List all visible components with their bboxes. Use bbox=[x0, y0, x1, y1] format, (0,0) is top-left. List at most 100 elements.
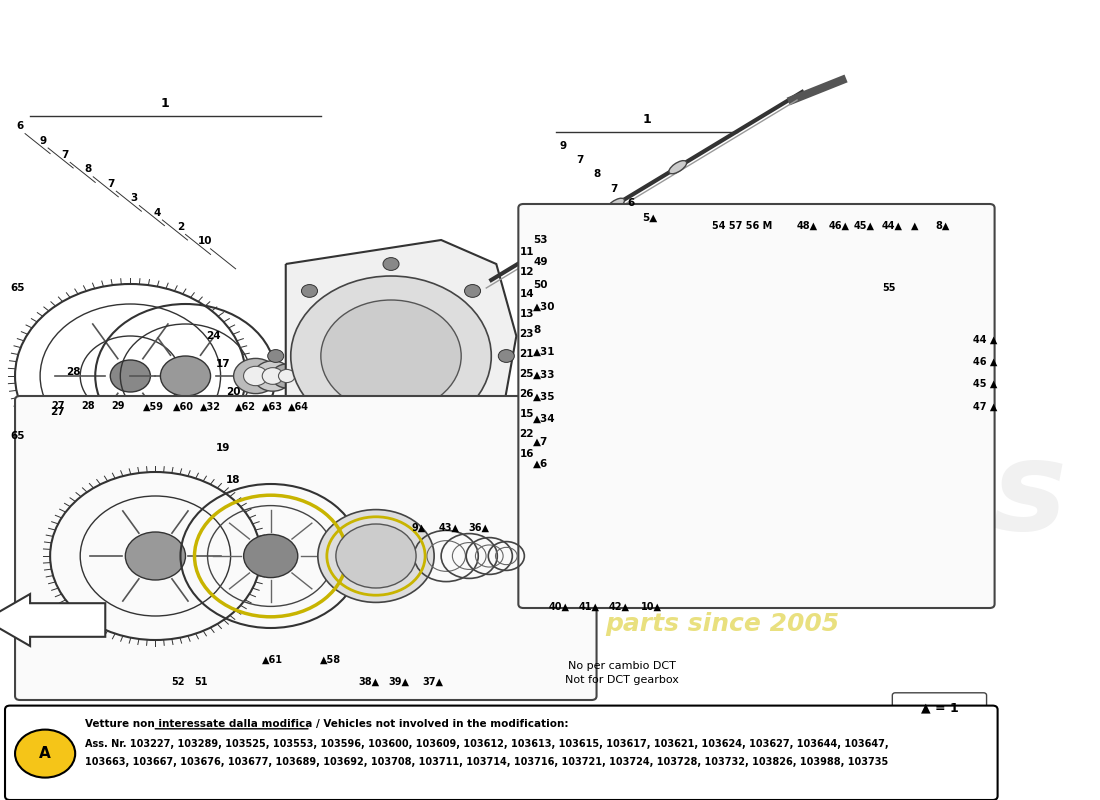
Circle shape bbox=[464, 414, 481, 427]
Circle shape bbox=[262, 368, 283, 384]
Circle shape bbox=[840, 454, 855, 466]
Circle shape bbox=[272, 364, 301, 388]
Text: 3: 3 bbox=[131, 194, 138, 203]
Text: 44▲: 44▲ bbox=[882, 221, 903, 230]
Text: 28: 28 bbox=[81, 402, 95, 411]
Text: 8▲: 8▲ bbox=[935, 221, 949, 230]
Text: 6: 6 bbox=[16, 122, 24, 131]
Circle shape bbox=[267, 350, 284, 362]
Text: 39▲: 39▲ bbox=[388, 677, 409, 686]
Text: 49: 49 bbox=[534, 258, 548, 267]
Text: 46 ▲: 46 ▲ bbox=[972, 357, 997, 366]
Text: 4: 4 bbox=[154, 208, 161, 218]
Text: 44 ▲: 44 ▲ bbox=[972, 335, 997, 345]
Text: 7: 7 bbox=[575, 155, 583, 165]
Text: 9▲: 9▲ bbox=[412, 523, 426, 533]
Text: 11: 11 bbox=[519, 247, 534, 257]
Circle shape bbox=[243, 366, 267, 386]
Text: Vetture non interessate dalla modifica / Vehicles not involved in the modificati: Vetture non interessate dalla modifica /… bbox=[85, 719, 569, 729]
Text: 2: 2 bbox=[177, 222, 184, 232]
Text: 6: 6 bbox=[627, 198, 635, 208]
Text: ▲32: ▲32 bbox=[200, 402, 221, 411]
Text: ▲34: ▲34 bbox=[534, 414, 556, 424]
Text: 14: 14 bbox=[519, 290, 534, 299]
Text: 10: 10 bbox=[198, 237, 212, 246]
Text: 9: 9 bbox=[560, 141, 566, 150]
Circle shape bbox=[318, 510, 434, 602]
Text: ▲6: ▲6 bbox=[534, 459, 549, 469]
Text: 65: 65 bbox=[11, 283, 25, 293]
Text: 21: 21 bbox=[519, 350, 534, 359]
Circle shape bbox=[161, 356, 210, 396]
Text: ▲58: ▲58 bbox=[320, 655, 341, 665]
Text: 50: 50 bbox=[534, 280, 548, 290]
Text: 29: 29 bbox=[111, 402, 125, 411]
Text: 15: 15 bbox=[519, 410, 534, 419]
Text: ▲63: ▲63 bbox=[262, 402, 283, 411]
Text: 37▲: 37▲ bbox=[422, 677, 443, 686]
Text: 19: 19 bbox=[217, 443, 231, 453]
Text: ▲62: ▲62 bbox=[235, 402, 256, 411]
Text: 46▲: 46▲ bbox=[828, 221, 849, 230]
Text: ▲64: ▲64 bbox=[288, 402, 309, 411]
Text: 55: 55 bbox=[882, 283, 895, 293]
Circle shape bbox=[498, 350, 515, 362]
Text: 1: 1 bbox=[642, 114, 651, 126]
Circle shape bbox=[757, 308, 937, 452]
Circle shape bbox=[15, 730, 75, 778]
Text: Ass. Nr. 103227, 103289, 103525, 103553, 103596, 103600, 103609, 103612, 103613,: Ass. Nr. 103227, 103289, 103525, 103553,… bbox=[85, 739, 889, 749]
Text: 43▲: 43▲ bbox=[439, 523, 460, 533]
Circle shape bbox=[946, 362, 990, 398]
Text: 8: 8 bbox=[534, 325, 540, 334]
Circle shape bbox=[125, 532, 186, 580]
Text: 51: 51 bbox=[194, 677, 207, 686]
Circle shape bbox=[911, 431, 925, 442]
Ellipse shape bbox=[544, 236, 562, 249]
Text: 24: 24 bbox=[206, 331, 221, 341]
Text: 18: 18 bbox=[227, 475, 241, 485]
Text: 7: 7 bbox=[62, 150, 69, 160]
Circle shape bbox=[321, 300, 461, 412]
Text: 45 ▲: 45 ▲ bbox=[972, 379, 997, 389]
Text: 7: 7 bbox=[609, 184, 617, 194]
Circle shape bbox=[290, 276, 492, 436]
Text: 54 57 56 M: 54 57 56 M bbox=[712, 221, 772, 230]
Text: ▲: ▲ bbox=[911, 221, 918, 230]
Circle shape bbox=[464, 285, 481, 298]
FancyBboxPatch shape bbox=[518, 204, 994, 608]
Text: 1: 1 bbox=[161, 98, 169, 110]
Circle shape bbox=[788, 332, 908, 428]
Ellipse shape bbox=[607, 198, 625, 211]
PathPatch shape bbox=[722, 264, 968, 504]
Text: Not for DCT gearbox: Not for DCT gearbox bbox=[564, 675, 679, 685]
Text: 53: 53 bbox=[534, 235, 548, 245]
Text: parts since 2005: parts since 2005 bbox=[605, 612, 839, 636]
Circle shape bbox=[911, 318, 925, 329]
Circle shape bbox=[254, 361, 292, 391]
Circle shape bbox=[740, 374, 754, 386]
Circle shape bbox=[383, 258, 399, 270]
Text: 7: 7 bbox=[108, 178, 115, 189]
PathPatch shape bbox=[286, 240, 516, 480]
Text: ▲59: ▲59 bbox=[143, 402, 164, 411]
Text: 65: 65 bbox=[11, 431, 25, 441]
FancyArrow shape bbox=[0, 594, 106, 646]
Text: 23: 23 bbox=[519, 330, 534, 339]
Ellipse shape bbox=[669, 161, 686, 174]
Text: 27: 27 bbox=[52, 402, 65, 411]
Text: 27: 27 bbox=[51, 407, 65, 417]
Circle shape bbox=[233, 358, 277, 394]
Text: 20: 20 bbox=[227, 387, 241, 397]
Text: 52: 52 bbox=[172, 677, 185, 686]
Text: 48▲: 48▲ bbox=[796, 221, 817, 230]
Text: ▲31: ▲31 bbox=[534, 347, 556, 357]
Text: 28: 28 bbox=[66, 367, 80, 377]
Text: 8: 8 bbox=[85, 164, 92, 174]
Text: 12: 12 bbox=[519, 267, 534, 277]
Circle shape bbox=[383, 442, 399, 454]
Text: 10▲: 10▲ bbox=[641, 602, 662, 611]
Text: 25: 25 bbox=[519, 370, 534, 379]
Text: ▲61: ▲61 bbox=[262, 655, 283, 665]
Text: 8: 8 bbox=[593, 170, 601, 179]
Circle shape bbox=[940, 374, 955, 386]
